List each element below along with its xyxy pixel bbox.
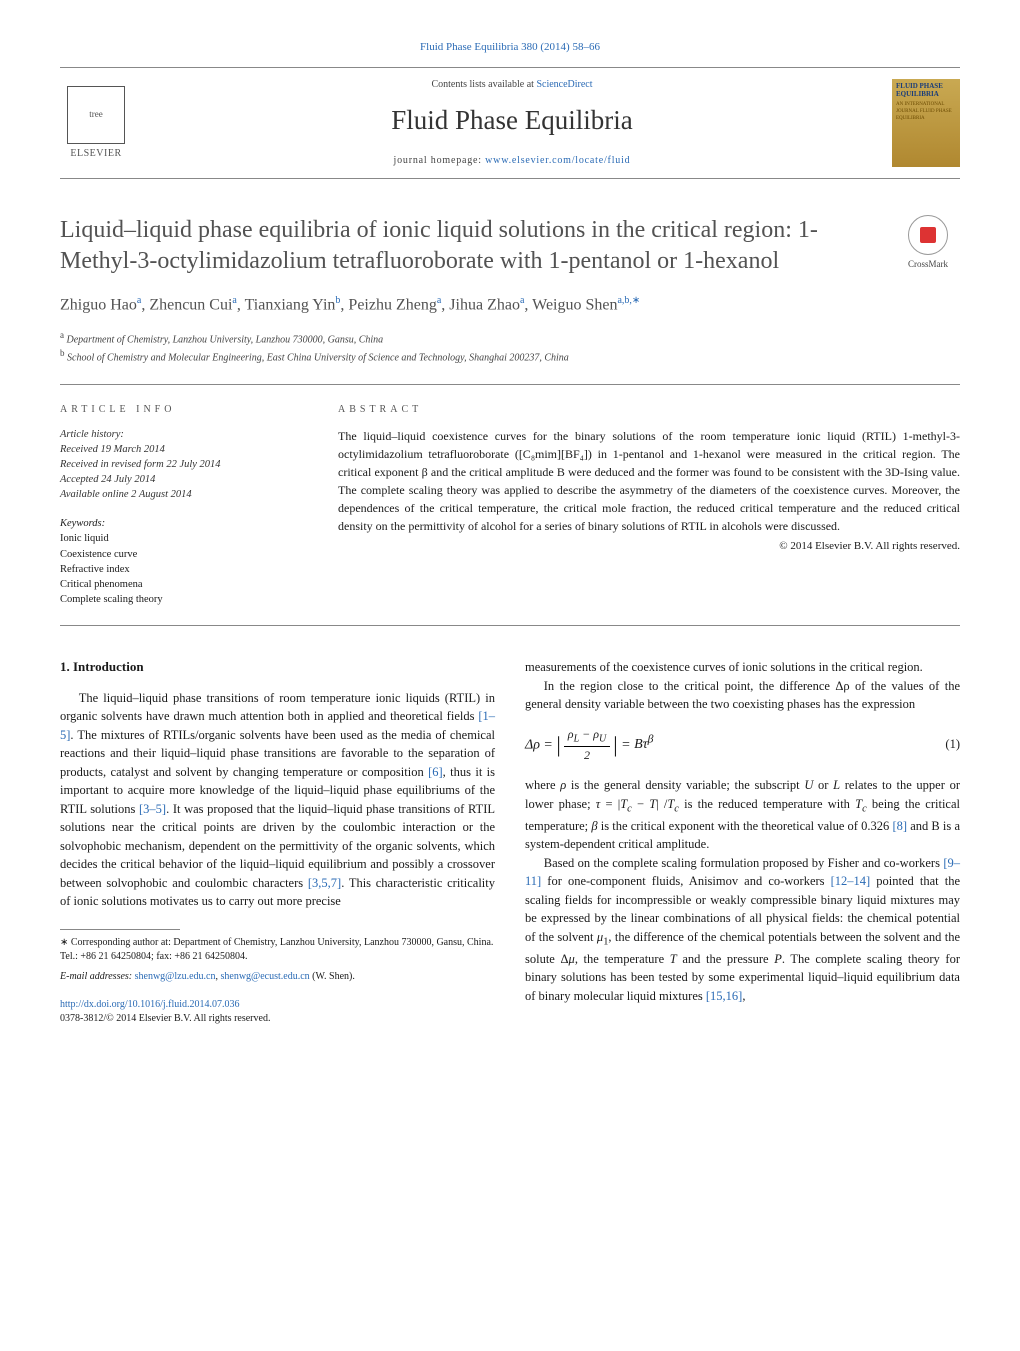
- ref-3-5[interactable]: [3–5]: [139, 802, 166, 816]
- ref-12-14[interactable]: [12–14]: [831, 874, 871, 888]
- article-title: Liquid–liquid phase equilibria of ionic …: [60, 215, 880, 276]
- affiliation-b: b School of Chemistry and Molecular Engi…: [60, 347, 960, 365]
- keyword-item: Complete scaling theory: [60, 592, 310, 607]
- article-history: Article history: Received 19 March 2014 …: [60, 427, 310, 503]
- ref-15-16[interactable]: [15,16]: [706, 989, 742, 1003]
- revised-date: Received in revised form 22 July 2014: [60, 457, 310, 472]
- divider: [60, 625, 960, 626]
- accepted-date: Accepted 24 July 2014: [60, 472, 310, 487]
- affiliation-a: a Department of Chemistry, Lanzhou Unive…: [60, 329, 960, 347]
- crossmark-icon: [920, 227, 936, 243]
- issn-copyright: 0378-3812/© 2014 Elsevier B.V. All right…: [60, 1013, 270, 1024]
- section-1-heading: 1. Introduction: [60, 658, 495, 676]
- abstract-label: ABSTRACT: [338, 403, 960, 417]
- keywords-list: Ionic liquidCoexistence curveRefractive …: [60, 531, 310, 607]
- intro-paragraph-3: where ρ is the general density variable;…: [525, 776, 960, 853]
- journal-reference[interactable]: Fluid Phase Equilibria 380 (2014) 58–66: [60, 40, 960, 55]
- cover-subtitle: AN INTERNATIONAL JOURNAL FLUID PHASE EQU…: [896, 101, 956, 122]
- cover-title: FLUID PHASE EQUILIBRIA: [896, 83, 956, 98]
- footnote-separator: [60, 929, 180, 930]
- received-date: Received 19 March 2014: [60, 442, 310, 457]
- journal-title: Fluid Phase Equilibria: [150, 102, 874, 140]
- crossmark-badge[interactable]: CrossMark: [896, 215, 960, 271]
- publisher-logo[interactable]: tree ELSEVIER: [60, 83, 132, 163]
- intro-paragraph-4: Based on the complete scaling formulatio…: [525, 854, 960, 1005]
- abstract-text: The liquid–liquid coexistence curves for…: [338, 427, 960, 535]
- crossmark-label: CrossMark: [908, 259, 948, 269]
- ref-6[interactable]: [6]: [428, 765, 443, 779]
- homepage-pre: journal homepage:: [394, 155, 486, 166]
- keyword-item: Ionic liquid: [60, 531, 310, 546]
- contents-available: Contents lists available at ScienceDirec…: [150, 78, 874, 92]
- article-info-label: ARTICLE INFO: [60, 403, 310, 417]
- ref-3-5-7[interactable]: [3,5,7]: [308, 876, 341, 890]
- email-addresses: E-mail addresses: shenwg@lzu.edu.cn, she…: [60, 970, 495, 984]
- history-label: Article history:: [60, 427, 310, 442]
- keyword-item: Critical phenomena: [60, 577, 310, 592]
- contents-pre: Contents lists available at: [431, 79, 536, 90]
- abstract-copyright: © 2014 Elsevier B.V. All rights reserved…: [338, 539, 960, 554]
- affiliations: a Department of Chemistry, Lanzhou Unive…: [60, 329, 960, 366]
- elsevier-tree-icon: tree: [67, 86, 125, 144]
- authors-list: Zhiguo Haoa, Zhencun Cuia, Tianxiang Yin…: [60, 293, 960, 317]
- corresponding-author: ∗ Corresponding author at: Department of…: [60, 936, 495, 964]
- publisher-name: ELSEVIER: [70, 147, 121, 161]
- intro-paragraph-1: The liquid–liquid phase transitions of r…: [60, 689, 495, 911]
- keyword-item: Coexistence curve: [60, 547, 310, 562]
- divider: [60, 384, 960, 385]
- intro-paragraph-1b: measurements of the coexistence curves o…: [525, 658, 960, 677]
- journal-homepage: journal homepage: www.elsevier.com/locat…: [150, 154, 874, 168]
- ref-8[interactable]: [8]: [892, 819, 907, 833]
- homepage-link[interactable]: www.elsevier.com/locate/fluid: [485, 155, 630, 166]
- equation-1-number: (1): [945, 736, 960, 754]
- sciencedirect-link[interactable]: ScienceDirect: [536, 79, 592, 90]
- journal-cover-thumbnail[interactable]: FLUID PHASE EQUILIBRIA AN INTERNATIONAL …: [892, 79, 960, 167]
- email-link-2[interactable]: shenwg@ecust.edu.cn: [220, 971, 309, 982]
- keywords-label: Keywords:: [60, 517, 310, 532]
- email-link-1[interactable]: shenwg@lzu.edu.cn: [135, 971, 216, 982]
- intro-paragraph-2: In the region close to the critical poin…: [525, 677, 960, 714]
- doi-block: http://dx.doi.org/10.1016/j.fluid.2014.0…: [60, 998, 495, 1026]
- doi-link[interactable]: http://dx.doi.org/10.1016/j.fluid.2014.0…: [60, 999, 240, 1010]
- online-date: Available online 2 August 2014: [60, 487, 310, 502]
- journal-header: tree ELSEVIER Contents lists available a…: [60, 67, 960, 179]
- equation-1: Δρ = |ρL − ρU2| = Bτβ (1): [525, 726, 960, 764]
- keyword-item: Refractive index: [60, 562, 310, 577]
